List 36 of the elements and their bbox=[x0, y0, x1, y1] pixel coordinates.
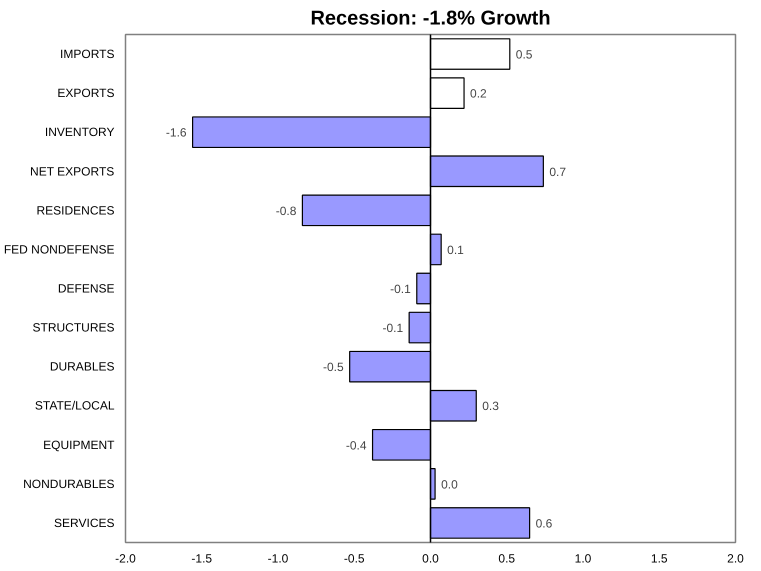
x-tick-label: 1.5 bbox=[650, 552, 668, 566]
data-label: -0.4 bbox=[346, 438, 367, 452]
data-label: -0.8 bbox=[276, 204, 297, 218]
y-tick-label: FED NONDEFENSE bbox=[4, 242, 115, 256]
data-label: 0.5 bbox=[516, 48, 533, 62]
y-tick-label: DURABLES bbox=[50, 360, 114, 374]
chart-title: Recession: -1.8% Growth bbox=[310, 8, 551, 30]
y-tick-label: INVENTORY bbox=[44, 125, 115, 140]
y-tick-label: RESIDENCES bbox=[36, 203, 115, 218]
y-tick-label: DEFENSE bbox=[58, 282, 115, 296]
data-label: 0.2 bbox=[470, 86, 488, 101]
data-label: -0.1 bbox=[382, 321, 404, 336]
x-tick-label: 1.0 bbox=[574, 552, 592, 566]
x-tick-label: -1.5 bbox=[191, 552, 212, 566]
y-tick-label: NONDURABLES bbox=[23, 476, 115, 491]
data-label: 0.1 bbox=[447, 242, 464, 257]
y-tick-label: IMPORTS bbox=[60, 47, 114, 62]
data-label: 0.3 bbox=[482, 399, 500, 414]
data-label: 0.6 bbox=[536, 516, 553, 530]
y-tick-label: SERVICES bbox=[54, 516, 114, 530]
y-tick-label: EQUIPMENT bbox=[43, 438, 116, 452]
x-tick-label: 0.5 bbox=[498, 552, 516, 566]
x-tick-label: 0.0 bbox=[422, 552, 440, 566]
data-label: 0.7 bbox=[549, 164, 566, 179]
data-label: 0.0 bbox=[441, 477, 458, 492]
data-label: -0.1 bbox=[390, 282, 412, 296]
y-tick-label: STATE/LOCAL bbox=[34, 398, 115, 413]
y-tick-label: NET EXPORTS bbox=[30, 164, 114, 178]
x-tick-label: -1.0 bbox=[268, 552, 289, 566]
data-label: -1.6 bbox=[166, 126, 187, 140]
y-tick-label: STRUCTURES bbox=[32, 320, 115, 335]
y-tick-label: EXPORTS bbox=[57, 86, 115, 100]
x-tick-label: -0.5 bbox=[344, 552, 365, 566]
x-tick-label: 2.0 bbox=[727, 552, 744, 566]
data-label: -0.5 bbox=[322, 360, 344, 374]
x-tick-label: -2.0 bbox=[115, 552, 136, 566]
